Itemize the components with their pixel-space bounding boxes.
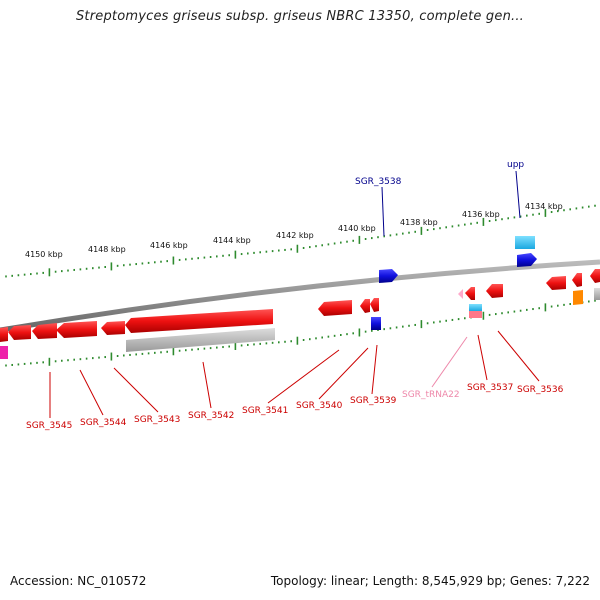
gene-label[interactable]: SGR_3541 (242, 406, 288, 416)
gene-cyan-small[interactable] (469, 304, 482, 311)
scale-label: 4144 kbp (213, 236, 251, 245)
gene-trna22-feature[interactable] (458, 289, 463, 299)
map-title: Streptomyces griseus subsp. griseus NBRC… (75, 9, 525, 24)
scale-label: 4146 kbp (150, 241, 188, 250)
gene-label[interactable]: SGR_3539 (350, 396, 397, 406)
genome-backbone (0, 259, 600, 333)
gene-label[interactable]: SGR_3538 (355, 177, 402, 187)
gene-label[interactable]: SGR_3544 (80, 418, 127, 428)
gene-sgr3539b-arrow[interactable] (360, 299, 370, 313)
gene-label[interactable]: SGR_tRNA22 (402, 390, 460, 400)
gene-sgr3537b-arrow[interactable] (486, 284, 503, 298)
gene-label[interactable]: upp (507, 160, 524, 170)
scale-label: 4136 kbp (462, 210, 500, 219)
gene-sgr3539c-arrow[interactable] (370, 298, 379, 312)
gene-grey-feature[interactable] (126, 328, 275, 352)
gene-sgr3539-arrow[interactable] (318, 300, 352, 316)
gene-blue-block[interactable] (371, 317, 381, 330)
gene-upp-arrow[interactable] (517, 253, 537, 267)
gene-sgr3536b-arrow[interactable] (572, 273, 582, 287)
gene-labels: SGR_3538 upp SGR_3545 SGR_3544 SGR_3543 … (26, 160, 564, 431)
gene-sgr3542-arrow[interactable] (56, 321, 97, 338)
gene-upp-block[interactable] (515, 236, 535, 249)
gene-label[interactable]: SGR_3536 (517, 385, 564, 395)
gene-label[interactable]: SGR_3542 (188, 411, 234, 421)
gene-sgr3543-arrow[interactable] (32, 323, 57, 339)
topology-text: Topology: linear; Length: 8,545,929 bp; … (270, 574, 590, 588)
gene-pink-small[interactable] (469, 311, 482, 318)
scale-label: 4142 kbp (276, 231, 314, 240)
gene-sgr3541-arrow[interactable] (101, 321, 125, 335)
scale-labels: 4150 kbp 4148 kbp 4146 kbp 4144 kbp 4142… (25, 202, 563, 259)
forward-genes (379, 236, 600, 305)
gene-sgr3544-arrow[interactable] (8, 325, 31, 340)
gene-label[interactable]: SGR_3543 (134, 415, 180, 425)
gene-right-edge-arrow[interactable] (590, 269, 600, 283)
gene-grey-right[interactable] (594, 288, 600, 300)
label-connectors (49, 170, 540, 418)
scale-label: 4148 kbp (88, 245, 126, 254)
scale-label: 4134 kbp (525, 202, 563, 211)
reverse-genes (0, 269, 600, 359)
gene-sgr3540-arrow[interactable] (125, 309, 273, 333)
accession-text: Accession: NC_010572 (10, 574, 147, 588)
upper-scale-ticks (5, 204, 596, 278)
gene-label[interactable]: SGR_3540 (296, 401, 343, 411)
gene-sgr3538-arrow[interactable] (379, 269, 398, 283)
scale-label: 4140 kbp (338, 224, 376, 233)
scale-label: 4150 kbp (25, 250, 63, 259)
gene-label[interactable]: SGR_3545 (26, 421, 72, 431)
scale-label: 4138 kbp (400, 218, 438, 227)
gene-orange-feature[interactable] (573, 290, 583, 305)
lower-scale-ticks (5, 299, 596, 367)
gene-label[interactable]: SGR_3537 (467, 383, 513, 393)
gene-magenta-left[interactable] (0, 346, 8, 359)
gene-sgr3545-arrow[interactable] (0, 327, 8, 342)
gene-sgr3536-arrow[interactable] (546, 276, 566, 290)
gene-sgr3537-arrow[interactable] (465, 287, 475, 300)
